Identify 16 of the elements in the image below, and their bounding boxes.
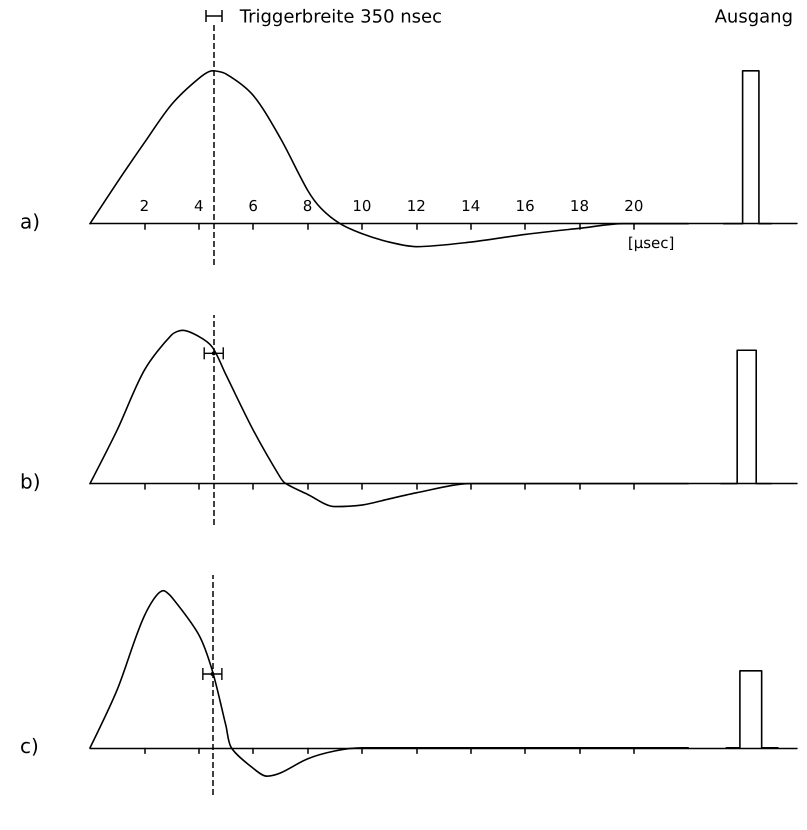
- text: Ausgang: [714, 6, 793, 28]
- x-tick-label: 12: [406, 197, 426, 216]
- text: b): [20, 470, 40, 494]
- x-tick-label: 20: [624, 197, 644, 216]
- text: c): [20, 734, 39, 758]
- x-tick-label: 14: [461, 197, 480, 216]
- x-tick-label: 10: [352, 197, 372, 216]
- x-tick-label: 8: [302, 197, 312, 216]
- x-tick-label: 18: [570, 197, 590, 216]
- x-tick-label: 4: [194, 197, 204, 216]
- text: Triggerbreite 350 nsec: [238, 6, 442, 28]
- x-tick-label: 2: [140, 197, 150, 216]
- x-axis-title: [µsec]: [628, 234, 674, 252]
- x-tick-label: 6: [248, 197, 258, 216]
- x-tick-label: 16: [516, 197, 535, 216]
- text: a): [20, 210, 40, 234]
